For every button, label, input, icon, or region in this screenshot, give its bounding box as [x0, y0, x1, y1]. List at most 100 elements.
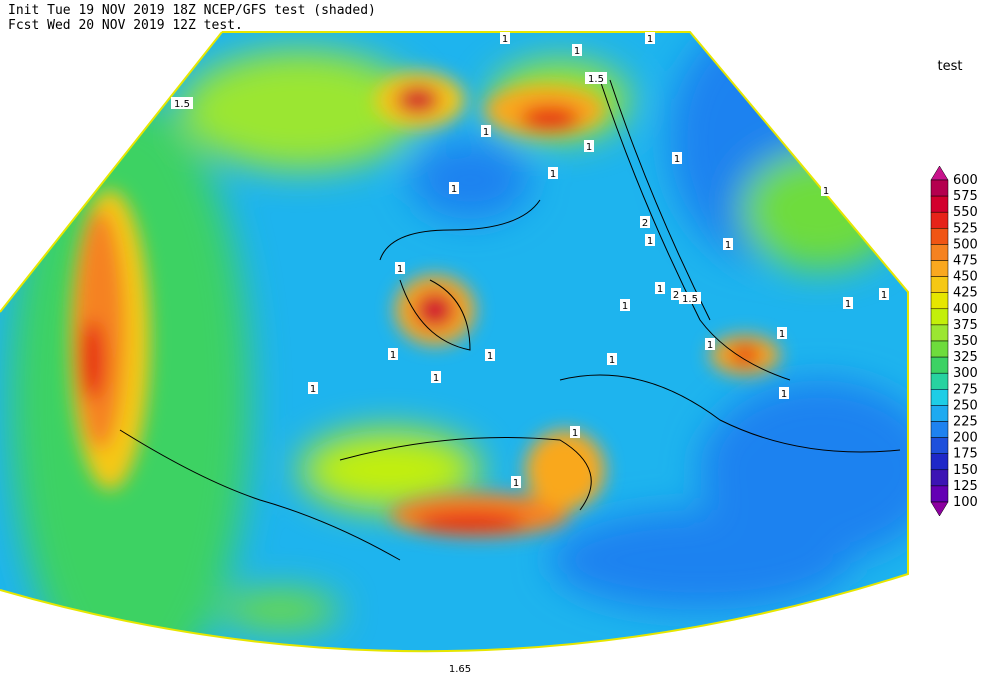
legend-swatch [930, 453, 949, 471]
contour-label-bg [485, 349, 495, 361]
legend-swatch [930, 405, 949, 422]
contour-label: 1 [433, 373, 439, 384]
contour-label-bg [645, 234, 655, 246]
contour-label-bg [585, 72, 607, 84]
contour-label-bg [705, 338, 715, 350]
contour-label: 1.5 [588, 74, 604, 85]
contour-label-bg [431, 371, 441, 383]
contour-label: 1 [574, 46, 580, 57]
legend-label: 400 [953, 302, 978, 317]
legend-label: 375 [953, 318, 978, 333]
legend-label: 250 [953, 398, 978, 413]
contour-label-bg [388, 348, 398, 360]
contour-label: 1 [881, 290, 887, 301]
contour-label: 1 [609, 355, 615, 366]
contour-label: 1.5 [174, 99, 190, 110]
contour-label: 1 [845, 299, 851, 310]
contour-label: 1 [397, 264, 403, 275]
contour-label: 1 [550, 169, 556, 180]
contour-label-bg [481, 125, 491, 137]
contour-label: 1 [647, 34, 653, 45]
contour-label-bg [779, 387, 789, 399]
contour-label: 1 [310, 384, 316, 395]
legend-swatch [930, 228, 949, 245]
legend-swatch [930, 389, 949, 406]
contour-label: 1 [390, 350, 396, 361]
legend-swatch [930, 211, 949, 229]
contour-label-bg [843, 297, 853, 309]
legend-swatch [930, 195, 949, 213]
legend-swatch [930, 485, 949, 503]
legend-label: 600 [953, 173, 978, 188]
contour-label: 1.5 [682, 294, 698, 305]
legend-swatch [930, 324, 949, 342]
legend-swatch [930, 260, 949, 277]
legend-label: 350 [953, 334, 978, 349]
legend-arrow [930, 165, 949, 181]
contour-label: 1 [674, 154, 680, 165]
legend-swatch [930, 308, 949, 326]
contour-label-bg [584, 140, 594, 152]
contour-label-bg [449, 182, 459, 194]
contour-label: 1.65 [449, 664, 471, 675]
contour-label-bg [548, 167, 558, 179]
contour-label: 1 [483, 127, 489, 138]
contour-label-bg [511, 476, 521, 488]
contour-label-bg [645, 32, 655, 44]
contour-label: 1 [781, 389, 787, 400]
legend-label: 300 [953, 366, 978, 381]
header-line: Fcst Wed 20 NOV 2019 12Z test. [8, 18, 243, 33]
contour-label-bg [171, 97, 193, 109]
contour-label-bg [679, 292, 701, 304]
legend-label: 550 [953, 205, 978, 220]
legend-label: 425 [953, 286, 978, 301]
legend-label: 325 [953, 350, 978, 365]
contour-label: 1 [513, 478, 519, 489]
legend-swatch [930, 179, 949, 197]
contour-label: 1 [451, 184, 457, 195]
legend-label: 100 [953, 495, 978, 510]
legend-swatch [930, 356, 949, 374]
contour-label: 2 [642, 218, 648, 229]
contour-label-bg [620, 299, 630, 311]
contour-label: 1 [779, 329, 785, 340]
contour-label-bg [607, 353, 617, 365]
header-line: Init Tue 19 NOV 2019 18Z NCEP/GFS test (… [8, 3, 376, 18]
contour-label: 1 [657, 284, 663, 295]
contour-label: 2 [673, 290, 679, 301]
contour-label-bg [672, 152, 682, 164]
contour-label: 1 [502, 34, 508, 45]
legend-label: 225 [953, 415, 978, 430]
legend-label: 125 [953, 479, 978, 494]
legend-swatch [930, 469, 949, 487]
contour-label-bg [821, 184, 831, 196]
legend-swatch [930, 244, 949, 261]
legend-label: 450 [953, 270, 978, 285]
contour-label: 1 [572, 428, 578, 439]
map-border [0, 31, 909, 653]
legend-label: 150 [953, 463, 978, 478]
legend-swatch [930, 276, 949, 293]
contour-label-bg [655, 282, 665, 294]
legend-label: 275 [953, 382, 978, 397]
contour-label: 1 [586, 142, 592, 153]
contour-label: 1 [823, 186, 829, 197]
contour-label-bg [572, 44, 582, 56]
contour-label: 1 [707, 340, 713, 351]
contour-label: 1 [622, 301, 628, 312]
contour-label-bg [671, 288, 681, 300]
legend-label: 575 [953, 189, 978, 204]
contour-label-bg [446, 662, 474, 674]
contour-label-bg [723, 238, 733, 250]
legend-label: 475 [953, 254, 978, 269]
legend-label: 200 [953, 431, 978, 446]
contour-label-bg [777, 327, 787, 339]
legend-swatch [930, 340, 949, 358]
contour-label-bg [395, 262, 405, 274]
contour-label: 1 [647, 236, 653, 247]
legend-swatch [930, 292, 949, 310]
map-field [0, 32, 908, 652]
legend-arrow [930, 501, 949, 517]
legend-label: 500 [953, 237, 978, 252]
